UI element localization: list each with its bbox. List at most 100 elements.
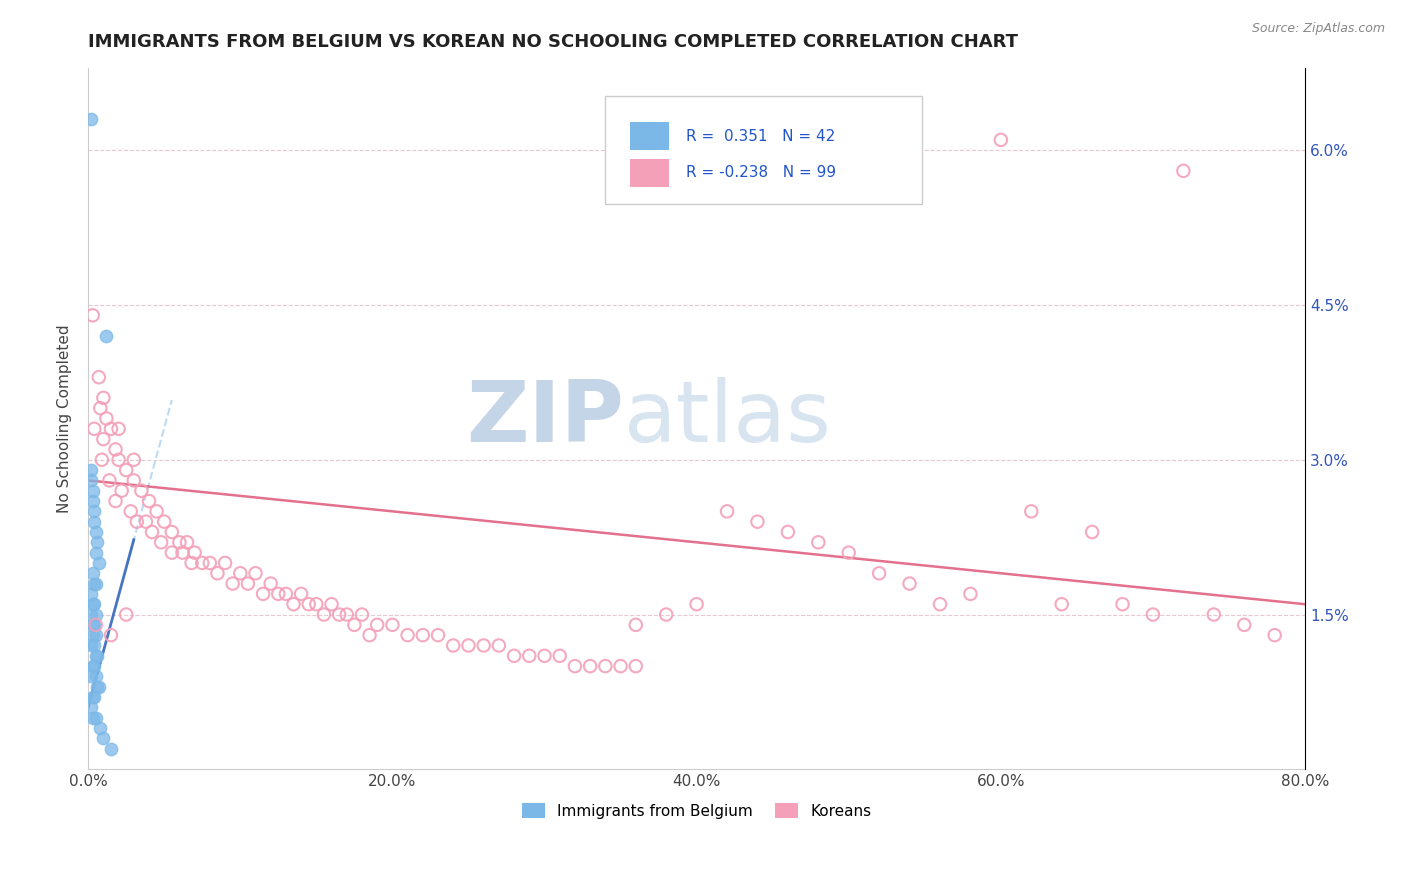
Text: atlas: atlas [624,377,831,460]
Point [83,618,105,632]
Point [86,535,108,549]
Point [1111,597,1133,611]
Point [84,669,107,683]
Text: ZIP: ZIP [465,377,624,460]
Point [84,546,107,560]
Point [1233,618,1256,632]
Point [115,607,138,622]
Point [122,452,145,467]
Point [89,721,111,735]
Point [80,474,103,488]
Point [214,556,236,570]
Point [488,639,510,653]
Point [321,597,343,611]
Point [84,628,107,642]
Point [107,422,129,436]
Point [1202,607,1225,622]
Point [595,659,617,673]
Point [609,659,631,673]
Text: IMMIGRANTS FROM BELGIUM VS KOREAN NO SCHOOLING COMPLETED CORRELATION CHART: IMMIGRANTS FROM BELGIUM VS KOREAN NO SCH… [89,33,1018,51]
Point [150,535,173,549]
Point [83,597,105,611]
Point [298,597,321,611]
Y-axis label: No Schooling Completed: No Schooling Completed [58,324,72,513]
Point [115,463,138,477]
Point [82,483,104,498]
Point [82,659,104,673]
Text: R =  0.351   N = 42: R = 0.351 N = 42 [686,129,835,144]
Point [807,535,830,549]
Bar [630,122,669,151]
Point [533,648,555,663]
Point [82,618,104,632]
Point [82,711,104,725]
Point [1019,504,1042,518]
Point [122,474,145,488]
Point [366,618,388,632]
Point [83,659,105,673]
Point [93,391,115,405]
FancyBboxPatch shape [606,95,922,204]
Point [141,524,163,539]
Point [82,628,104,642]
Point [517,648,540,663]
Point [183,546,205,560]
Point [579,659,602,673]
Point [776,524,799,539]
Point [245,566,267,581]
Point [82,308,104,322]
Point [80,669,103,683]
Point [86,680,108,694]
Point [83,422,105,436]
Point [290,587,312,601]
Point [80,463,103,477]
Text: R = -0.238   N = 99: R = -0.238 N = 99 [686,165,835,180]
Point [503,648,526,663]
Point [207,566,229,581]
Point [80,639,103,653]
Point [84,618,107,632]
Point [441,639,464,653]
Point [153,515,176,529]
Point [564,659,586,673]
Point [180,556,202,570]
Point [93,432,115,446]
Point [191,556,214,570]
Point [685,597,707,611]
Point [655,607,678,622]
Point [328,607,350,622]
Point [80,587,103,601]
Point [160,524,183,539]
Point [110,483,132,498]
Point [83,576,105,591]
Point [396,628,419,642]
Point [350,607,373,622]
Point [131,483,153,498]
Point [83,690,105,704]
Point [82,566,104,581]
Point [283,597,305,611]
Point [80,700,103,714]
Point [93,731,115,746]
Point [624,659,647,673]
Point [221,576,243,591]
Point [267,587,290,601]
Point [160,546,183,560]
Bar [630,159,669,187]
Point [1142,607,1164,622]
Point [990,133,1012,147]
Point [135,515,157,529]
Point [100,422,122,436]
Point [89,401,111,416]
Point [84,576,107,591]
Point [1081,524,1104,539]
Point [381,618,404,632]
Point [138,494,160,508]
Point [336,607,359,622]
Point [104,494,127,508]
Point [82,494,104,508]
Legend: Immigrants from Belgium, Koreans: Immigrants from Belgium, Koreans [516,797,877,825]
Point [1050,597,1073,611]
Point [172,546,194,560]
Point [229,566,252,581]
